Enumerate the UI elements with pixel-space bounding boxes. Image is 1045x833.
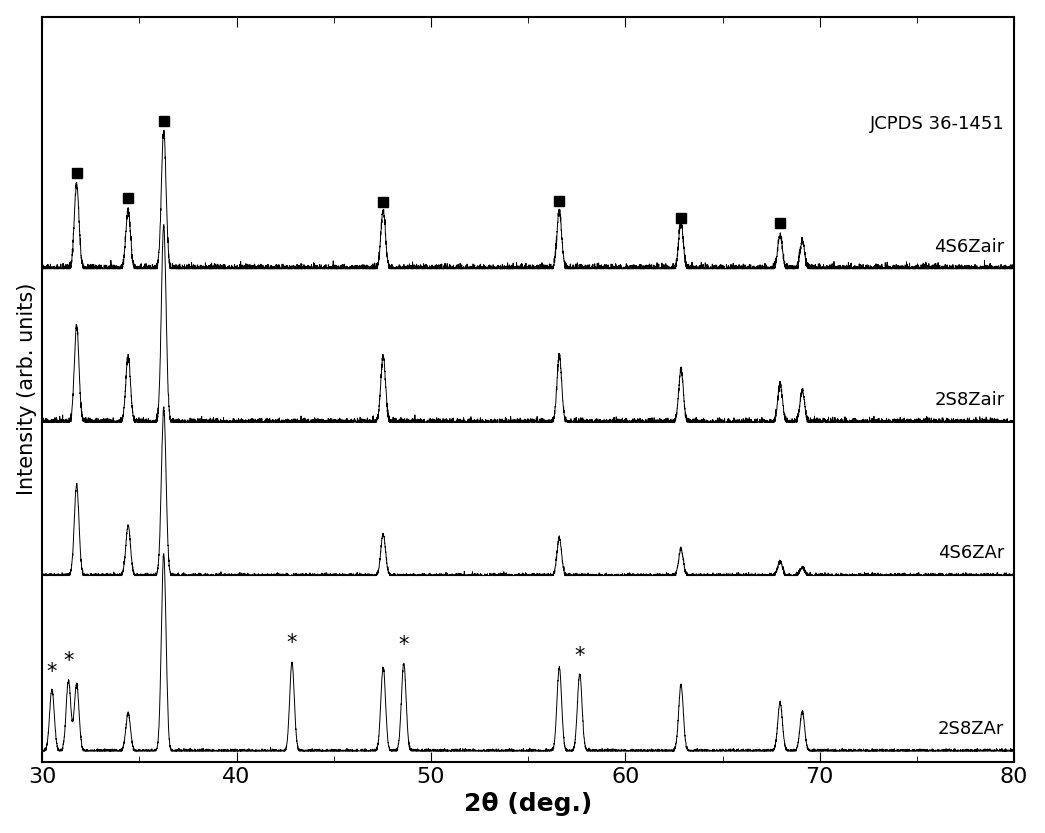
Text: 4S6ZAr: 4S6ZAr (938, 545, 1004, 562)
Y-axis label: Intensity (arb. units): Intensity (arb. units) (17, 283, 37, 496)
Text: *: * (64, 651, 73, 671)
Text: 2S8Zair: 2S8Zair (934, 391, 1004, 409)
Text: 2S8ZAr: 2S8ZAr (938, 720, 1004, 738)
Text: *: * (575, 646, 585, 666)
Text: 4S6Zair: 4S6Zair (934, 237, 1004, 256)
Text: JCPDS 36-1451: JCPDS 36-1451 (869, 115, 1004, 132)
Text: *: * (398, 635, 409, 655)
Text: *: * (47, 661, 57, 681)
Text: *: * (286, 633, 297, 653)
X-axis label: 2θ (deg.): 2θ (deg.) (464, 792, 593, 816)
